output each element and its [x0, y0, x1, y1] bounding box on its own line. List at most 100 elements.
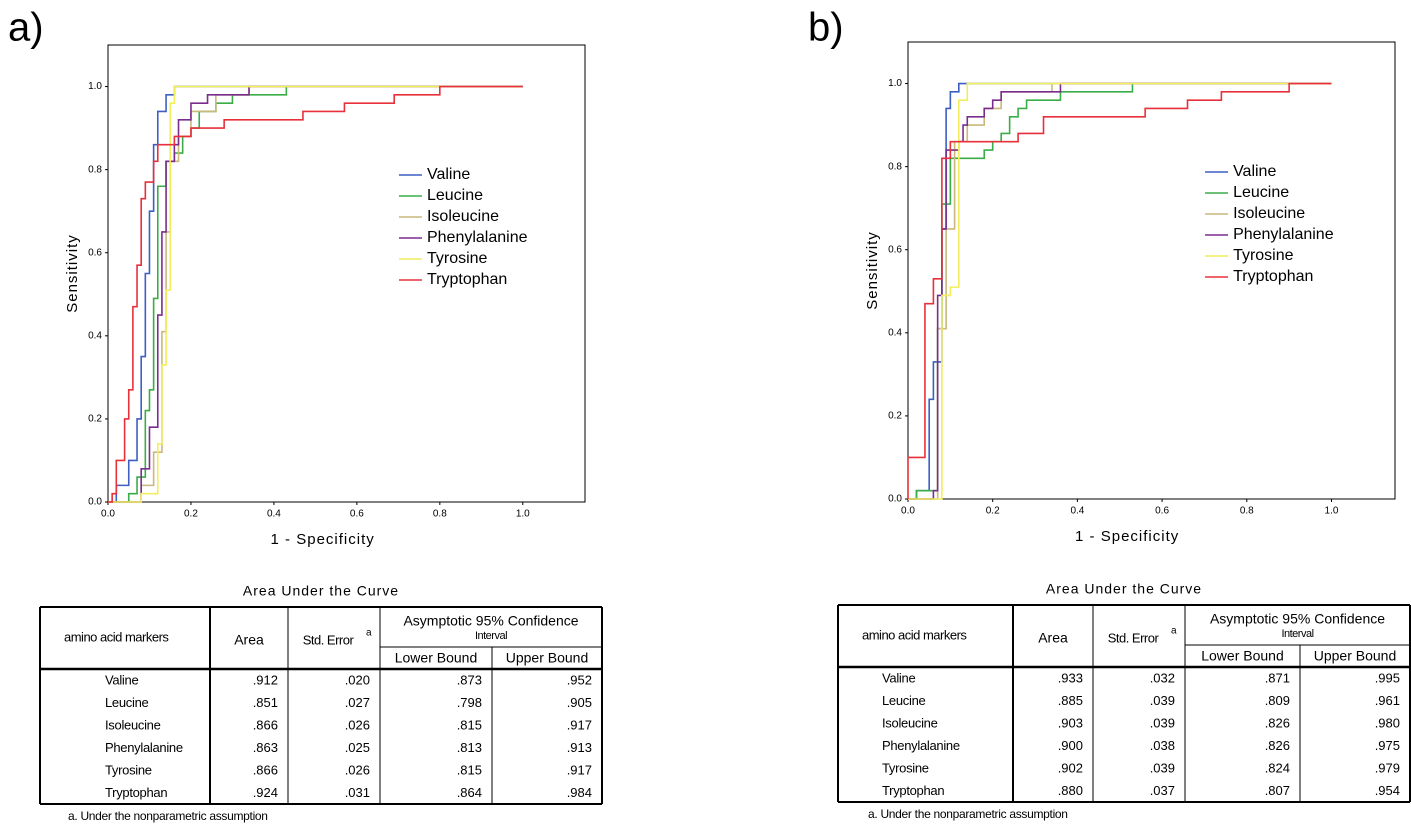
cell-value: .039	[1150, 716, 1175, 731]
footnote-marker: a	[1171, 626, 1177, 637]
legend-label: Valine	[1233, 163, 1276, 180]
cell-value: .913	[567, 740, 592, 755]
cell-value: .807	[1265, 783, 1290, 798]
y-tick-label: 0.8	[88, 164, 102, 175]
legend-label: Phenylalanine	[1233, 226, 1334, 243]
roc-curve	[908, 82, 1332, 500]
x-axis-title: 1 - Specificity	[271, 531, 375, 548]
cell-value: .866	[253, 718, 278, 733]
legend-label: Tyrosine	[427, 250, 488, 267]
cell-value: .826	[1265, 738, 1290, 753]
y-tick-label: 0.6	[888, 244, 902, 255]
y-axis-title: Sensitivity	[864, 231, 881, 310]
x-tick-label: 1.0	[1325, 506, 1339, 517]
legend-label: Isoleucine	[427, 208, 499, 225]
y-tick-label: 0.4	[888, 327, 902, 338]
cell-value: .873	[457, 673, 482, 688]
cell-value: .924	[253, 785, 278, 800]
roc-curve	[108, 85, 523, 503]
column-header: amino acid markers	[64, 629, 169, 644]
legend-label: Tryptophan	[1233, 268, 1313, 285]
y-tick-label: 0.0	[888, 494, 902, 505]
x-tick-label: 0.6	[350, 509, 364, 520]
legend-label: Valine	[427, 166, 470, 183]
cell-value: .905	[567, 695, 592, 710]
footnote-marker: a	[366, 628, 372, 639]
cell-value: .917	[567, 718, 592, 733]
cell-value: .813	[457, 740, 482, 755]
group-header: Asymptotic 95% Confidence	[1210, 611, 1385, 627]
column-header: Lower Bound	[395, 650, 478, 666]
cell-value: .900	[1058, 738, 1083, 753]
cell-value: .851	[253, 695, 278, 710]
column-header: amino acid markers	[862, 627, 967, 642]
column-header: Std. Error	[1108, 630, 1160, 645]
x-tick-label: 0.2	[184, 509, 198, 520]
row-label: Leucine	[105, 695, 149, 710]
table-footnote: a. Under the nonparametric assumption	[868, 807, 1068, 821]
cell-value: .824	[1265, 761, 1290, 776]
roc-curve	[908, 82, 1332, 500]
row-label: Phenylalanine	[882, 738, 960, 753]
legend-label: Phenylalanine	[427, 229, 528, 246]
y-axis-title: Sensitivity	[64, 234, 81, 313]
x-axis-title: 1 - Specificity	[1075, 528, 1179, 545]
column-header: Area	[234, 632, 264, 648]
cell-value: .863	[253, 740, 278, 755]
y-tick-label: 0.2	[88, 414, 102, 425]
cell-value: .871	[1265, 671, 1290, 686]
cell-value: .933	[1058, 671, 1083, 686]
cell-value: .903	[1058, 716, 1083, 731]
roc-curve	[907, 82, 1332, 499]
cell-value: .020	[345, 673, 370, 688]
roc-curve	[908, 82, 1332, 500]
cell-value: .025	[345, 740, 370, 755]
cell-value: .039	[1150, 761, 1175, 776]
legend-label: Tyrosine	[1233, 247, 1294, 264]
roc-curve	[908, 82, 1332, 500]
cell-value: .032	[1150, 671, 1175, 686]
cell-value: .037	[1150, 783, 1175, 798]
x-tick-label: 0.0	[901, 506, 915, 517]
cell-value: .961	[1375, 693, 1400, 708]
table-footnote: a. Under the nonparametric assumption	[68, 809, 268, 823]
cell-value: .952	[567, 673, 592, 688]
y-tick-label: 0.0	[88, 497, 102, 508]
legend-label: Leucine	[427, 187, 483, 204]
row-label: Tryptophan	[105, 785, 167, 800]
cell-value: .798	[457, 695, 482, 710]
row-label: Isoleucine	[105, 718, 161, 733]
cell-value: .864	[457, 785, 482, 800]
cell-value: .026	[345, 718, 370, 733]
row-label: Tyrosine	[105, 763, 152, 778]
cell-value: .917	[567, 763, 592, 778]
cell-value: .995	[1375, 671, 1400, 686]
panel-label: b)	[808, 6, 844, 50]
group-header: Interval	[1281, 628, 1313, 640]
row-label: Valine	[105, 673, 138, 688]
y-tick-label: 0.2	[888, 411, 902, 422]
cell-value: .979	[1375, 761, 1400, 776]
y-tick-label: 0.4	[88, 330, 102, 341]
roc-curve	[108, 85, 523, 503]
x-tick-label: 0.0	[101, 509, 115, 520]
y-tick-label: 0.6	[88, 247, 102, 258]
column-header: Upper Bound	[1314, 648, 1397, 664]
y-tick-label: 1.0	[888, 78, 902, 89]
cell-value: .880	[1058, 783, 1083, 798]
column-header: Area	[1038, 630, 1068, 646]
group-header: Interval	[475, 630, 507, 642]
x-tick-label: 0.6	[1155, 506, 1169, 517]
cell-value: .866	[253, 763, 278, 778]
plot-frame	[907, 41, 1396, 500]
cell-value: .912	[253, 673, 278, 688]
roc-curve	[908, 82, 1332, 500]
cell-value: .039	[1150, 693, 1175, 708]
y-tick-label: 1.0	[88, 81, 102, 92]
panel-label: a)	[8, 6, 44, 50]
plot-frame	[107, 44, 586, 503]
x-tick-label: 0.4	[1070, 506, 1084, 517]
table-title: Area Under the Curve	[1046, 581, 1202, 597]
cell-value: .980	[1375, 716, 1400, 731]
